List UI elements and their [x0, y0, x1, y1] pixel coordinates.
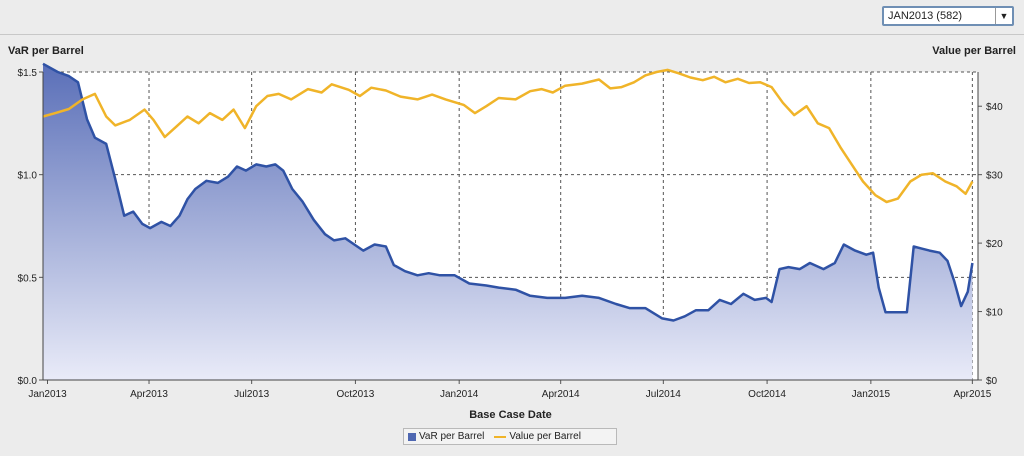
x-tick-label: Oct2013 [337, 389, 375, 400]
x-tick-label: Jul2014 [646, 389, 681, 400]
var-line [42, 62, 974, 322]
toolbar: JAN2013 (582) ▼ [0, 0, 1024, 35]
x-tick-label: Oct2014 [748, 389, 786, 400]
x-tick-label: Jan2013 [28, 389, 67, 400]
y-left-tick-label: $0.5 [18, 273, 38, 284]
value-line [42, 68, 974, 204]
x-tick-label: Apr2015 [953, 389, 991, 400]
chart-panel: Jan2013 Apr2013 Jul2013 Oct2013 Jan2014 Apr20… [0, 36, 1024, 451]
x-tick-label: Jan2015 [852, 389, 891, 400]
y-right-tick-label: $20 [986, 239, 1003, 250]
chevron-down-icon[interactable]: ▼ [995, 8, 1012, 24]
x-axis-label: Base Case Date [469, 409, 552, 421]
x-tick-label: Apr2013 [130, 389, 168, 400]
axes: Jan2013 Apr2013 Jul2013 Oct2013 Jan2014 Apr20… [18, 68, 1004, 400]
y-right-tick-label: $0 [986, 376, 998, 387]
date-selector-dropdown[interactable]: JAN2013 (582) ▼ [882, 6, 1014, 26]
y-left-axis-label: VaR per Barrel [8, 45, 84, 57]
x-tick-label: Jan2014 [440, 389, 479, 400]
legend-label-var: VaR per Barrel [419, 431, 485, 442]
selector-value: JAN2013 (582) [888, 10, 962, 22]
legend-swatch-value [494, 435, 507, 438]
legend-swatch-var [408, 432, 416, 441]
y-left-tick-label: $1.0 [18, 171, 38, 182]
var-area-fill [43, 63, 973, 381]
y-right-tick-label: $40 [986, 102, 1003, 113]
y-right-axis-label: Value per Barrel [932, 45, 1016, 57]
y-right-tick-label: $30 [986, 171, 1003, 182]
x-tick-label: Apr2014 [542, 389, 580, 400]
var-value-chart: Jan2013 Apr2013 Jul2013 Oct2013 Jan2014 Apr20… [8, 45, 1016, 421]
y-right-tick-label: $10 [986, 308, 1003, 319]
legend-item-value[interactable]: Value per Barrel [494, 431, 581, 442]
legend-item-var[interactable]: VaR per Barrel [408, 431, 484, 442]
x-tick-label: Jul2013 [234, 389, 269, 400]
legend: VaR per Barrel Value per Barrel [403, 428, 617, 445]
legend-label-value: Value per Barrel [509, 431, 581, 442]
y-left-tick-label: $0.0 [18, 376, 38, 387]
y-left-tick-label: $1.5 [18, 68, 38, 79]
